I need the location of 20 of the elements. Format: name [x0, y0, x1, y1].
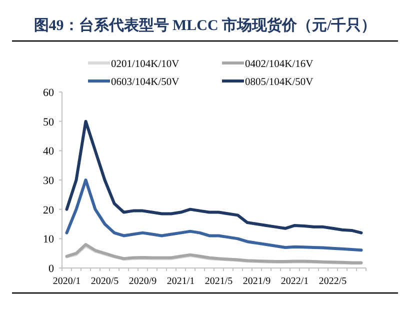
- legend-label: 0201/104K/10V: [111, 59, 180, 70]
- x-tick-label: 2022/5: [318, 276, 347, 287]
- y-tick-label: 20: [43, 204, 54, 216]
- x-tick-label: 2020/1: [52, 276, 81, 287]
- y-tick-label: 10: [43, 234, 54, 246]
- y-tick-label: 50: [43, 116, 54, 128]
- legend-label: 0603/104K/50V: [111, 77, 180, 88]
- x-tick-label: 2021/5: [204, 276, 233, 287]
- title: 图49：台系代表型号 MLCC 市场现货价（元/千只）: [34, 18, 376, 34]
- x-tick-label: 2020/9: [128, 276, 157, 287]
- x-tick-label: 2021/9: [242, 276, 271, 287]
- x-tick-label: 2022/1: [280, 276, 309, 287]
- legend-label: 0402/104K/16V: [245, 59, 314, 70]
- y-tick-label: 60: [43, 87, 54, 99]
- y-tick-label: 0: [48, 263, 54, 275]
- y-tick-label: 30: [43, 175, 54, 187]
- x-tick-label: 2020/5: [90, 276, 119, 287]
- legend-label: 0805/104K/50V: [245, 77, 314, 88]
- y-tick-label: 40: [43, 146, 54, 158]
- x-tick-label: 2021/1: [166, 276, 195, 287]
